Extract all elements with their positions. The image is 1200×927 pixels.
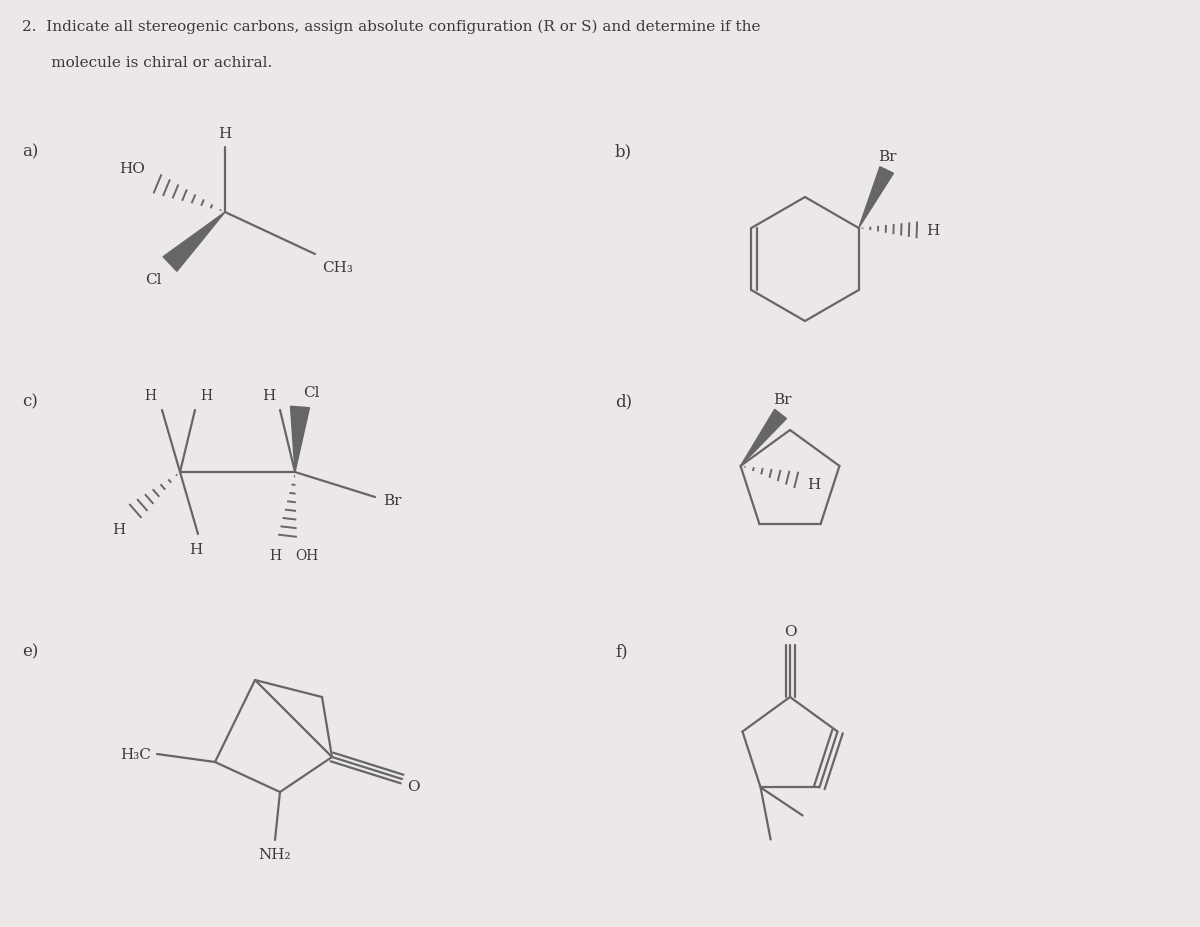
Text: Br: Br <box>383 493 402 507</box>
Text: O: O <box>407 780 420 794</box>
Text: OH: OH <box>295 549 318 563</box>
Text: H: H <box>144 388 156 402</box>
Text: H: H <box>190 542 203 556</box>
Text: NH₂: NH₂ <box>259 847 292 861</box>
Text: molecule is chiral or achiral.: molecule is chiral or achiral. <box>22 56 272 70</box>
Text: e): e) <box>22 642 38 659</box>
Text: HO: HO <box>119 162 145 176</box>
Text: H: H <box>808 477 821 491</box>
Polygon shape <box>740 410 786 466</box>
Text: Cl: Cl <box>302 386 319 400</box>
Text: d): d) <box>616 392 632 410</box>
Text: H: H <box>200 388 212 402</box>
Polygon shape <box>859 168 894 229</box>
Text: CH₃: CH₃ <box>322 260 353 274</box>
Text: H: H <box>269 549 281 563</box>
Text: H: H <box>112 523 125 537</box>
Text: H: H <box>262 388 275 402</box>
Text: b): b) <box>616 143 632 159</box>
Text: a): a) <box>22 143 38 159</box>
Polygon shape <box>290 407 310 473</box>
Text: H: H <box>925 223 938 237</box>
Text: 2.  Indicate all stereogenic carbons, assign absolute configuration (R or S) and: 2. Indicate all stereogenic carbons, ass… <box>22 20 761 34</box>
Text: Br: Br <box>878 150 896 164</box>
Polygon shape <box>163 213 226 272</box>
Text: O: O <box>784 624 797 639</box>
Text: H: H <box>218 127 232 141</box>
Text: H₃C: H₃C <box>120 747 151 761</box>
Text: Br: Br <box>773 392 792 407</box>
Text: c): c) <box>22 392 38 410</box>
Text: Cl: Cl <box>145 273 162 286</box>
Text: f): f) <box>616 642 628 659</box>
